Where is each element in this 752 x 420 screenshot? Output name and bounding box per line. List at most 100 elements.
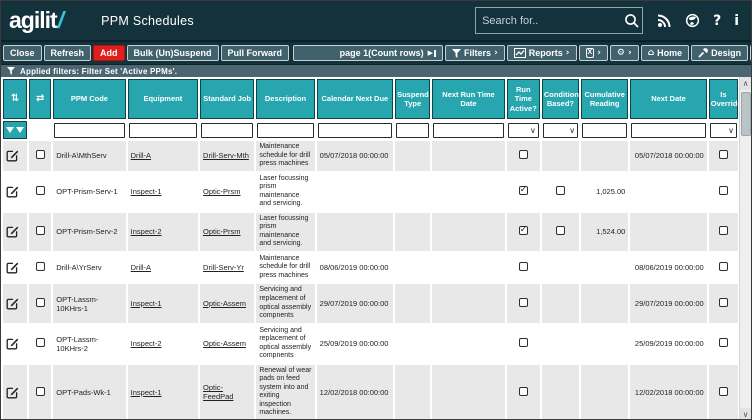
column-header-suspend-type[interactable]: Suspend Type: [395, 79, 431, 119]
run-time-active-checkbox[interactable]: [518, 386, 528, 396]
settings-cogs-button[interactable]: ⚙ ›: [609, 45, 639, 61]
rss-feed-icon[interactable]: [657, 13, 672, 28]
refresh-button[interactable]: Refresh: [43, 45, 92, 61]
edit-icon[interactable]: [6, 386, 24, 399]
column-header-cumulative-reading[interactable]: Cumulative Reading: [581, 79, 629, 119]
edit-icon[interactable]: [6, 261, 24, 274]
equipment-link[interactable]: Inspect-1: [130, 299, 162, 308]
condition-based-checkbox[interactable]: [555, 226, 565, 236]
filter-funnel-cell[interactable]: [3, 121, 28, 139]
help-icon[interactable]: ?: [713, 12, 722, 29]
filter-input-description[interactable]: [257, 122, 314, 138]
scroll-down-arrow[interactable]: ∨: [739, 408, 751, 419]
run-time-active-checkbox[interactable]: [518, 225, 528, 236]
is-override-checkbox[interactable]: [718, 226, 728, 236]
standard-job-link[interactable]: Drill-Serv-Yr: [203, 263, 244, 273]
edit-icon[interactable]: [6, 185, 24, 198]
search-box[interactable]: [475, 7, 644, 34]
equipment-link[interactable]: Inspect-2: [130, 227, 162, 237]
vertical-scrollbar[interactable]: ∧ ∨: [739, 77, 751, 419]
is-override-checkbox[interactable]: [718, 338, 728, 348]
filter-input-standard-job[interactable]: [201, 122, 254, 138]
run-time-active-checkbox[interactable]: [518, 185, 528, 196]
is-override-checkbox[interactable]: [718, 186, 728, 196]
calendar-next-due-cell: 05/07/2018 00:00:00: [316, 141, 394, 171]
standard-job-link[interactable]: Drill-Serv-Mth: [203, 151, 249, 161]
is-override-checkbox[interactable]: [718, 298, 728, 307]
equipment-link[interactable]: Inspect-2: [130, 339, 162, 349]
edit-icon[interactable]: [6, 297, 24, 310]
design-button[interactable]: Design: [691, 45, 749, 61]
column-header-equipment[interactable]: Equipment: [127, 79, 199, 119]
standard-job-link[interactable]: Optic-Prsm: [203, 187, 241, 197]
row-checkbox[interactable]: [35, 262, 45, 272]
bulk-unsuspend-button[interactable]: Bulk (Un)Suspend: [126, 45, 219, 61]
filter-select-is-override[interactable]: ∨: [709, 122, 737, 138]
home-button[interactable]: ⌂ Home: [640, 45, 690, 61]
run-time-active-checkbox[interactable]: [518, 262, 528, 272]
excel-export-button[interactable]: X ›: [578, 45, 608, 61]
filter-input-ppm-code[interactable]: [54, 122, 125, 138]
filters-button[interactable]: Filters ›: [445, 45, 505, 61]
add-button[interactable]: Add: [93, 45, 125, 61]
info-icon[interactable]: i: [734, 12, 739, 29]
edit-icon[interactable]: [6, 149, 24, 162]
equipment-link[interactable]: Drill-A: [130, 263, 152, 273]
column-header-calendar-next-due[interactable]: Calendar Next Due: [316, 79, 394, 119]
filter-select-condition-based[interactable]: ∨: [542, 122, 579, 138]
column-header-standard-job[interactable]: Standard Job: [200, 79, 255, 119]
run-time-active-checkbox[interactable]: [518, 338, 528, 348]
column-header-run-time-active[interactable]: Run Time Active?: [506, 79, 540, 119]
standard-job-link[interactable]: Optic-Assem: [203, 299, 246, 308]
row-checkbox[interactable]: [35, 186, 45, 196]
is-override-checkbox[interactable]: [718, 262, 728, 272]
globe-icon[interactable]: [685, 13, 700, 28]
condition-based-checkbox[interactable]: [555, 186, 565, 196]
column-header-next-date[interactable]: Next Date: [630, 79, 707, 119]
column-header-sort[interactable]: ⇅: [3, 79, 28, 119]
reports-button[interactable]: Reports ›: [506, 45, 577, 61]
column-header-is-override[interactable]: Is Override: [708, 79, 739, 119]
page-indicator[interactable]: page 1(Count rows) ▶: [293, 45, 444, 61]
search-input[interactable]: [482, 14, 625, 27]
edit-icon[interactable]: [6, 337, 24, 350]
filter-input-next-run-time-date[interactable]: [433, 122, 504, 138]
run-time-active-checkbox[interactable]: [518, 150, 528, 160]
last-page-icon[interactable]: ▶: [428, 49, 437, 57]
filter-input-equipment[interactable]: [128, 122, 198, 138]
close-button[interactable]: Close: [3, 45, 42, 61]
standard-job-link[interactable]: Optic-Assem: [203, 339, 246, 349]
standard-job-link[interactable]: Optic-FeedPad: [203, 383, 234, 402]
search-icon[interactable]: [624, 13, 640, 29]
filter-input-cumulative-reading[interactable]: [582, 122, 628, 138]
filter-input-next-date[interactable]: [631, 122, 706, 138]
equipment-link[interactable]: Inspect-1: [130, 387, 162, 397]
cycle-icon[interactable]: ⇄: [35, 92, 45, 104]
column-header-select[interactable]: ⇄: [29, 79, 52, 119]
is-override-checkbox[interactable]: [718, 150, 728, 160]
equipment-link[interactable]: Inspect-1: [130, 187, 162, 197]
row-checkbox[interactable]: [35, 338, 45, 348]
run-time-active-checkbox[interactable]: [518, 298, 528, 307]
row-checkbox[interactable]: [35, 298, 45, 307]
sort-icon[interactable]: ⇅: [10, 92, 20, 104]
equipment-link[interactable]: Drill-A: [130, 151, 152, 161]
row-checkbox[interactable]: [35, 386, 45, 396]
row-checkbox[interactable]: [35, 150, 45, 160]
filter-input-calendar-next-due[interactable]: [317, 122, 393, 138]
column-header-condition-based[interactable]: Condition Based?: [541, 79, 580, 119]
help-toolbar-button[interactable]: ? Help: [750, 45, 751, 61]
filter-select-run-time-active[interactable]: ∨: [507, 122, 539, 138]
edit-icon[interactable]: [6, 225, 24, 238]
filter-input-suspend-type[interactable]: [396, 122, 430, 138]
edit-cell: [3, 172, 28, 211]
column-header-description[interactable]: Description: [256, 79, 315, 119]
scroll-up-arrow[interactable]: ∧: [739, 77, 751, 90]
column-header-ppm-code[interactable]: PPM Code: [53, 79, 126, 119]
column-header-next-run-time-date[interactable]: Next Run Time Date: [432, 79, 505, 119]
scrollbar-thumb[interactable]: [740, 92, 751, 136]
row-checkbox[interactable]: [35, 226, 45, 236]
pull-forward-button[interactable]: Pull Forward: [220, 45, 290, 61]
is-override-checkbox[interactable]: [718, 386, 728, 396]
standard-job-link[interactable]: Optic-Prsm: [203, 227, 241, 237]
